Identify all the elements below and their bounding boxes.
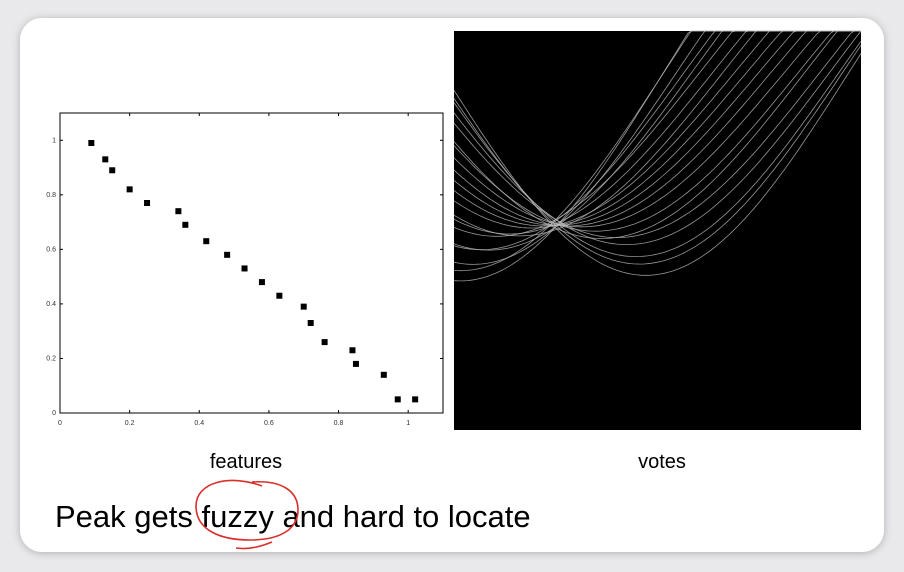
vote-curve [453,30,861,232]
features-caption: features [210,451,282,473]
vote-curve [453,30,861,226]
votes-image [454,31,861,430]
vote-curve [453,30,861,239]
plot-frame [59,112,444,414]
y-tick-label: 0.6 [46,246,56,253]
point [352,360,359,367]
point [300,303,307,310]
point [241,265,248,272]
y-tick-label: 0.4 [46,301,56,308]
vote-curve [453,30,862,245]
point [203,238,210,245]
x-tick-label: 0.6 [264,420,274,427]
y-tick-label: 0.8 [46,192,56,199]
point [175,208,182,215]
point [88,140,95,146]
vote-curve [453,40,862,257]
y-tick-label: 0.2 [46,355,56,362]
vote-curve [453,30,861,227]
point [109,167,116,174]
vote-curve [453,30,861,239]
slide-text: Peak gets fuzzy and hard to locate [55,499,531,534]
hand-drawn-circle [195,479,299,550]
point [224,251,231,258]
point [349,347,356,354]
point [182,221,189,228]
point [380,371,387,378]
point [126,186,133,193]
votes-caption: votes [638,451,686,473]
point [394,396,401,403]
y-tick-label: 1 [52,137,56,144]
y-tick-label: 0 [52,410,56,417]
x-tick-label: 1 [406,420,410,427]
point [307,320,314,326]
point [258,279,265,286]
x-tick-label: 0.8 [334,420,344,427]
vote-curve [453,30,861,282]
point [412,396,419,403]
point [144,200,151,206]
vote-curve [453,30,861,228]
x-tick-label: 0.2 [125,420,135,427]
point [276,292,283,299]
x-tick-label: 0.4 [194,420,204,427]
point [321,339,328,346]
point [102,156,109,163]
x-tick-label: 0 [58,420,62,427]
votes-curves [453,30,862,282]
